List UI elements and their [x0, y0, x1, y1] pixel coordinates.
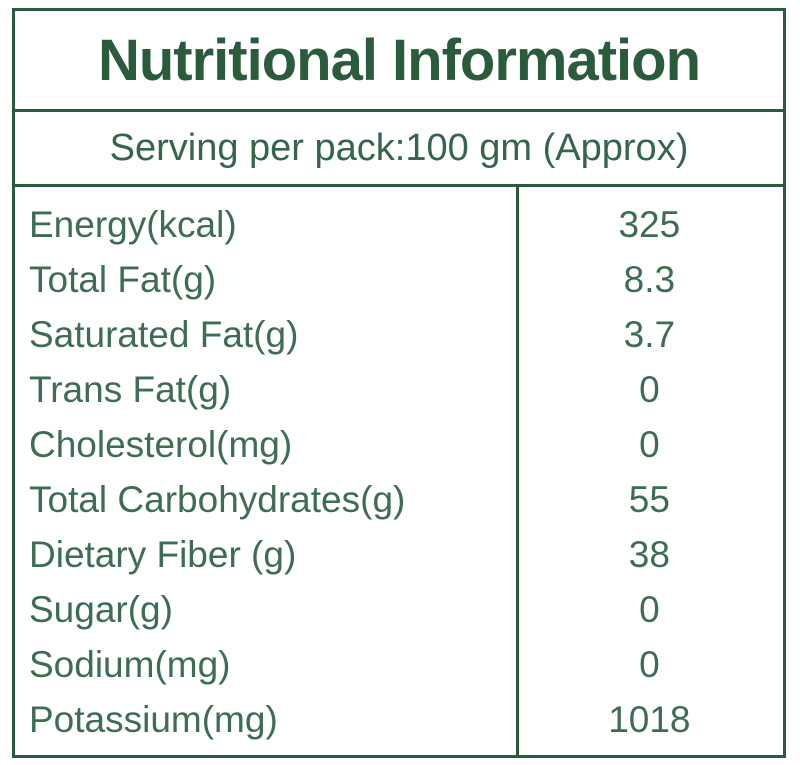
table-row: Sodium(mg) 0: [15, 637, 783, 692]
nutrient-value: 8.3: [623, 258, 676, 300]
serving-info-text: Serving per pack:100 gm (Approx): [109, 126, 689, 169]
table-row: Energy(kcal) 325: [15, 197, 783, 252]
serving-info-row: Serving per pack:100 gm (Approx): [15, 109, 783, 184]
page-title: Nutritional Information: [97, 27, 701, 93]
table-row: Saturated Fat(g) 3.7: [15, 307, 783, 362]
table-row: Trans Fat(g) 0: [15, 362, 783, 417]
nutrient-name: Potassium(mg): [29, 698, 278, 740]
nutrient-value: 0: [639, 423, 660, 465]
table-row: Total Fat(g) 8.3: [15, 252, 783, 307]
table-row: Dietary Fiber (g) 38: [15, 527, 783, 582]
nutrient-value: 0: [639, 643, 660, 685]
nutrient-name: Total Carbohydrates(g): [29, 478, 406, 520]
nutrient-value: 38: [628, 533, 670, 575]
table-row: Cholesterol(mg) 0: [15, 417, 783, 472]
table-row: Total Carbohydrates(g) 55: [15, 472, 783, 527]
nutrient-value: 0: [639, 368, 660, 410]
table-row: Sugar(g) 0: [15, 582, 783, 637]
table-row: Potassium(mg) 1018: [15, 692, 783, 747]
nutrient-name: Cholesterol(mg): [29, 423, 293, 465]
nutrient-value: 1018: [608, 698, 691, 740]
nutrient-name: Total Fat(g): [29, 258, 217, 300]
nutrient-table: Energy(kcal) 325 Total Fat(g) 8.3 Satura…: [15, 184, 783, 755]
nutrient-value: 0: [639, 588, 660, 630]
nutrient-name: Trans Fat(g): [29, 368, 232, 410]
nutrient-name: Dietary Fiber (g): [29, 533, 297, 575]
nutrient-name: Energy(kcal): [29, 203, 237, 245]
column-divider: [515, 187, 519, 755]
nutrient-name: Sodium(mg): [29, 643, 231, 685]
label-header: Nutritional Information: [15, 11, 783, 109]
nutrient-name: Sugar(g): [29, 588, 173, 630]
nutrient-value: 3.7: [623, 313, 676, 355]
nutrition-label: Nutritional Information Serving per pack…: [12, 8, 786, 758]
nutrient-value: 325: [618, 203, 681, 245]
nutrient-value: 55: [628, 478, 670, 520]
nutrient-name: Saturated Fat(g): [29, 313, 299, 355]
